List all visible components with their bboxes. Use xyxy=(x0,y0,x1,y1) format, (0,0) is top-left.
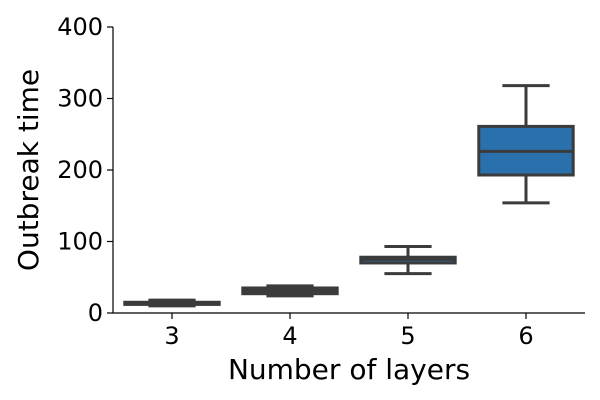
y-tick-label: 300 xyxy=(57,85,103,113)
x-tick-label: 6 xyxy=(518,322,533,350)
x-tick-label: 3 xyxy=(164,322,179,350)
y-tick-label: 200 xyxy=(57,156,103,184)
x-tick-label: 5 xyxy=(400,322,415,350)
y-tick-label: 400 xyxy=(57,13,103,41)
x-tick-label: 4 xyxy=(282,322,297,350)
y-tick-label: 100 xyxy=(57,228,103,256)
y-axis-label: Outbreak time xyxy=(12,69,45,271)
x-axis-label: Number of layers xyxy=(228,353,470,386)
y-tick-label: 0 xyxy=(88,299,103,327)
